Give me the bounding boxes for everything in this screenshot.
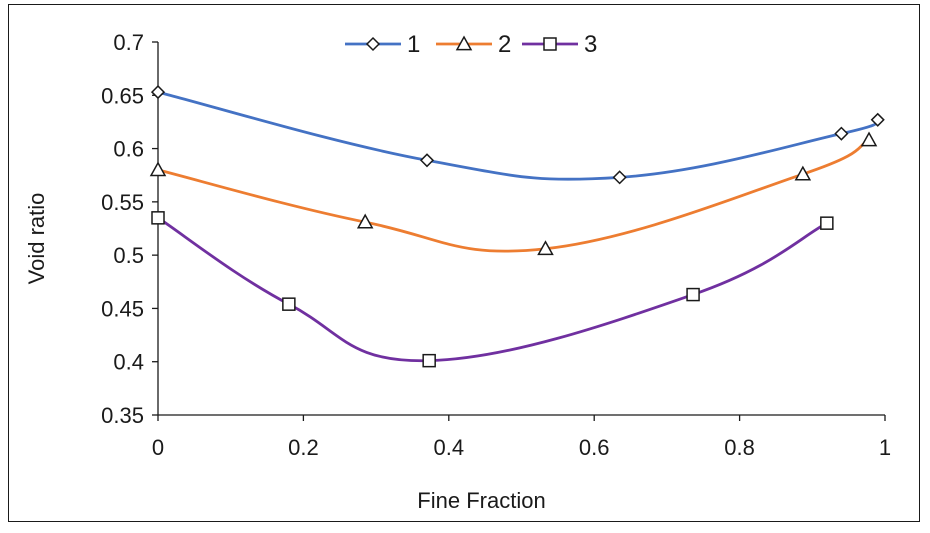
y-tick-label: 0.5 (113, 243, 144, 268)
legend-marker-2 (455, 35, 473, 51)
y-tick-label: 0.35 (101, 403, 144, 428)
y-tick-label: 0.6 (113, 137, 144, 162)
series-1-point (834, 126, 849, 141)
y-tick-label: 0.65 (101, 83, 144, 108)
series-1-point (419, 153, 435, 168)
series-2-line (156, 138, 871, 253)
series-3-point (151, 211, 165, 225)
x-tick-label: 0.2 (288, 435, 319, 460)
series-3-point (820, 216, 834, 230)
series-2-point (356, 213, 374, 229)
series-1-point (150, 85, 166, 100)
y-tick-label: 0.4 (113, 350, 144, 375)
series-2-point (537, 240, 554, 256)
y-tick-label: 0.7 (113, 30, 144, 55)
x-tick-label: 0.4 (434, 435, 465, 460)
legend-marker-1 (365, 36, 381, 52)
series-3-line (156, 216, 829, 363)
series-2-point (860, 131, 878, 147)
x-tick-label: 1 (879, 435, 891, 460)
series-2-point (794, 165, 812, 181)
series-3-point (686, 287, 700, 302)
axes (152, 41, 886, 421)
legend-marker-3 (543, 37, 557, 51)
legend: 1 2 3 (345, 31, 597, 58)
series-1-point (870, 112, 885, 127)
series-3-point (422, 353, 436, 368)
series-2-point (149, 161, 167, 177)
y-tick-label: 0.45 (101, 296, 144, 321)
x-tick-label: 0.8 (724, 435, 755, 460)
series-1-point (612, 170, 627, 185)
legend-label-3: 3 (584, 31, 597, 58)
series-markers (149, 85, 885, 368)
series-1-line (156, 90, 880, 181)
tick-labels: 0.35 0.4 0.45 0.5 0.55 0.6 0.65 0.7 0 0.2 0.4 0.6 0.… (101, 30, 891, 460)
x-tick-label: 0 (152, 435, 164, 460)
y-tick-label: 0.55 (101, 190, 144, 215)
x-axis-title: Fine Fraction (417, 488, 545, 513)
legend-label-1: 1 (407, 31, 420, 58)
series-lines (156, 90, 880, 363)
series-3-point (282, 297, 296, 311)
legend-label-2: 2 (498, 31, 511, 58)
x-tick-label: 0.6 (579, 435, 610, 460)
y-axis-title: Void ratio (24, 193, 49, 285)
